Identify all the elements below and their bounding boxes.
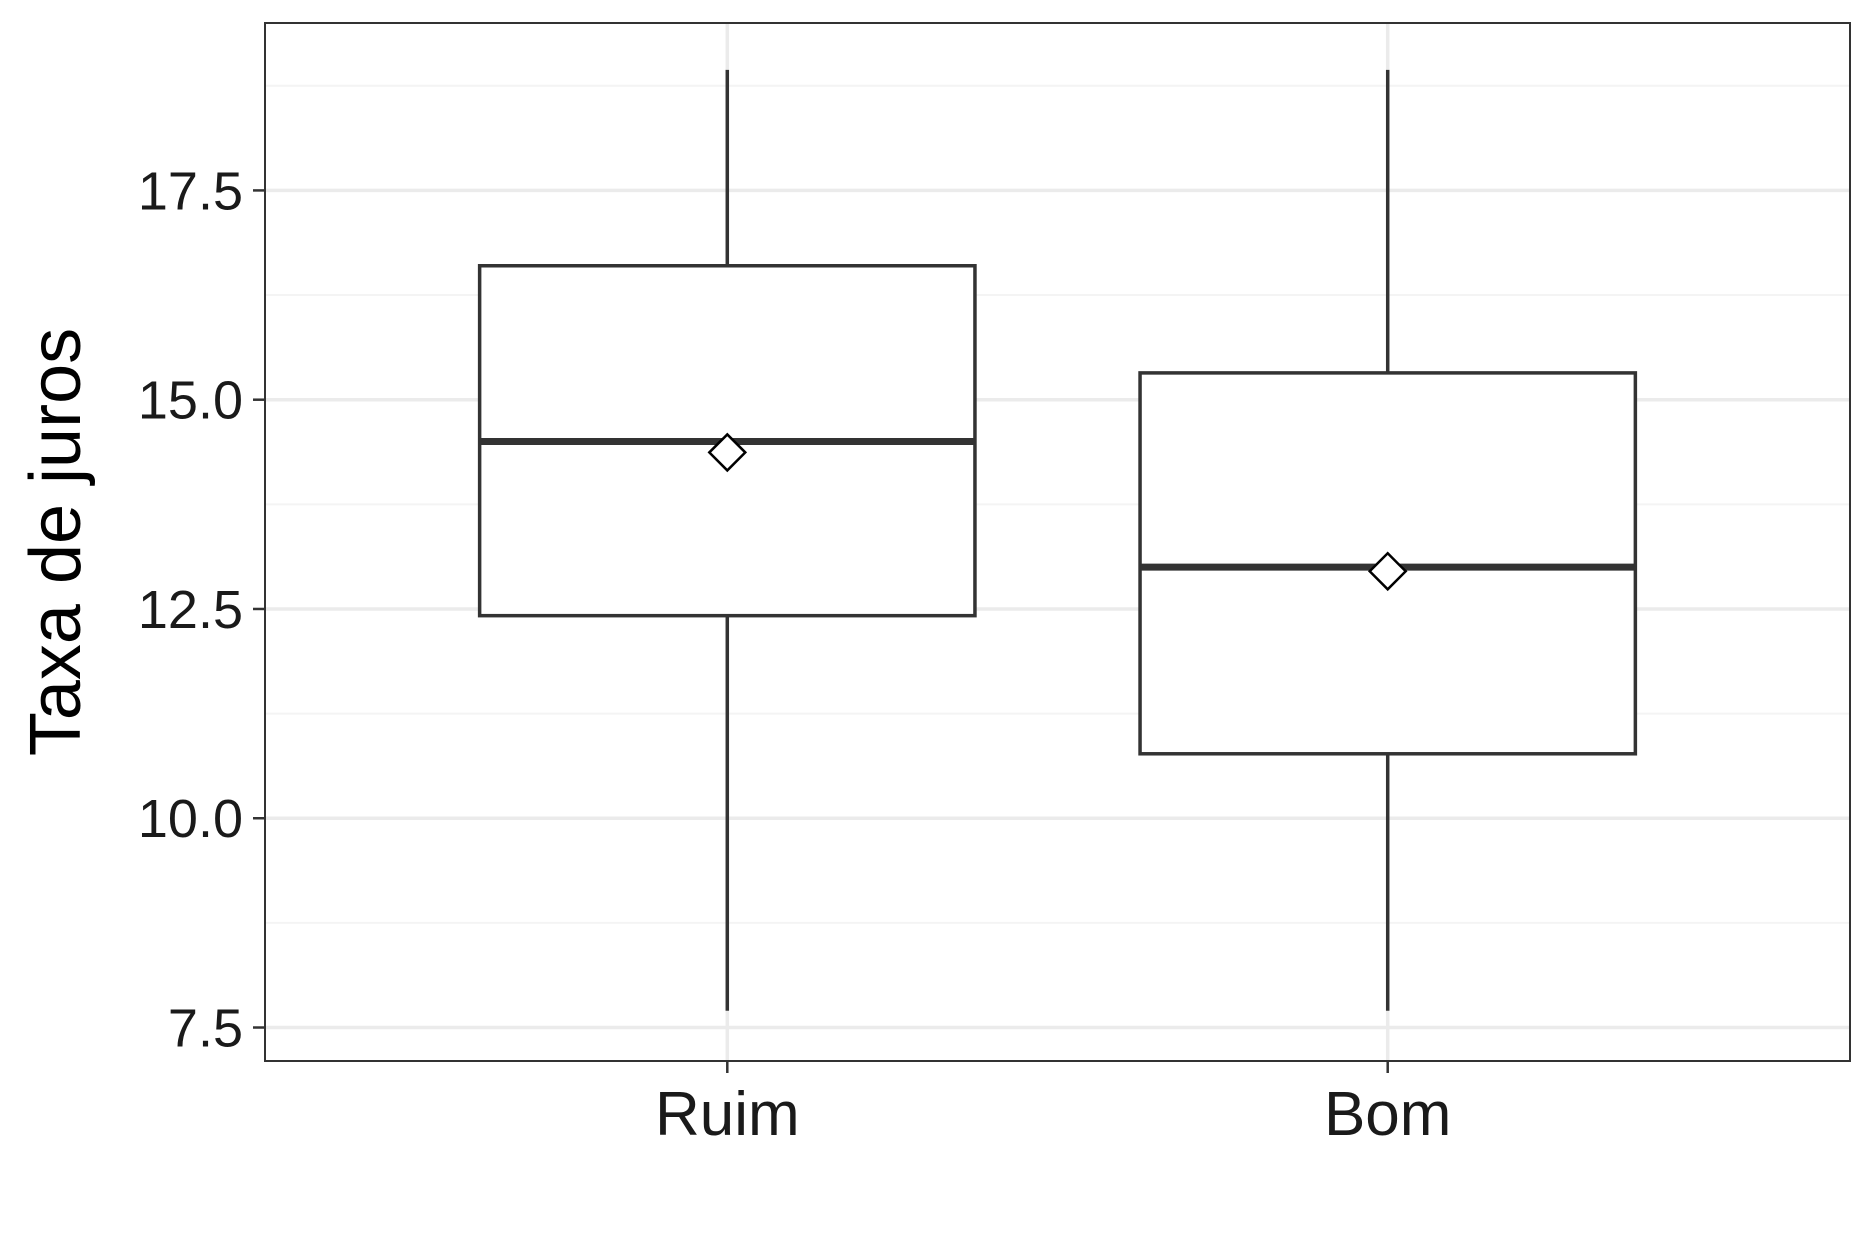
box-layer	[477, 69, 1638, 1011]
x-tick-label-bom: Bom	[1324, 1080, 1451, 1149]
x-tick-label-ruim: Ruim	[655, 1080, 800, 1149]
axis-layer: 7.5 10.0 12.5 15.0 17.5 Ruim Bom	[138, 161, 1452, 1149]
mean-marker	[1367, 551, 1408, 592]
y-tick-label: 10.0	[138, 789, 243, 849]
panel-border	[264, 22, 1851, 1062]
y-tick-label: 12.5	[138, 580, 243, 640]
y-tick-label: 7.5	[168, 999, 243, 1059]
y-tick-label: 17.5	[138, 161, 243, 221]
mean-marker	[707, 432, 748, 473]
y-axis-title: Taxa de juros	[16, 328, 96, 756]
y-tick-label: 15.0	[138, 371, 243, 431]
